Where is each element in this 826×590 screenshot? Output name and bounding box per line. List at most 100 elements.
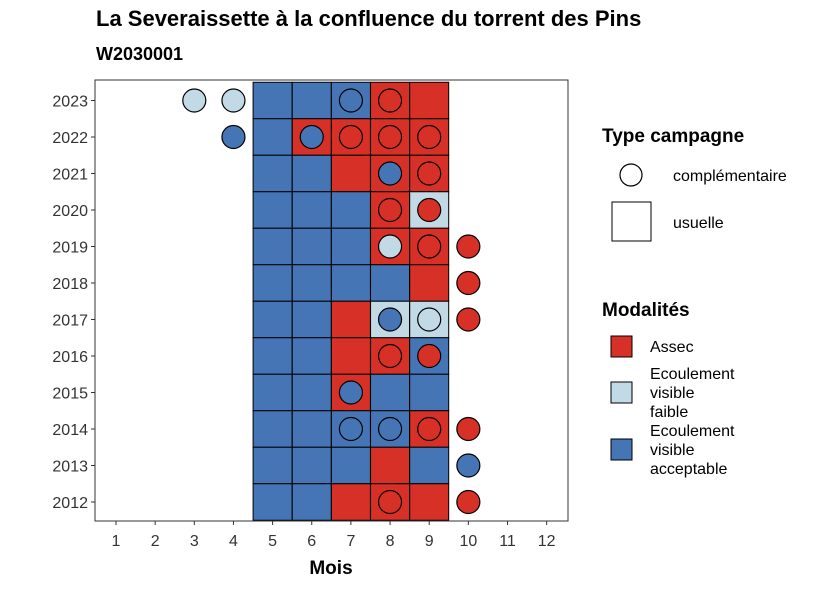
cell-2016-5 (252, 337, 293, 375)
point-2019-10 (456, 234, 481, 259)
point-2020-9 (417, 197, 442, 223)
point-2012-8 (377, 489, 403, 515)
cell-2013-5 (252, 446, 293, 485)
cell-2016-7 (330, 337, 371, 375)
point-2018-10 (456, 270, 481, 296)
cell-2012-5 (252, 483, 293, 521)
y-tick-label: 2021 (52, 167, 88, 184)
cell-2016-6 (291, 337, 332, 375)
point-2014-8 (377, 416, 403, 442)
cell-2020-5 (252, 191, 293, 229)
y-axis: 2023 2022 2021 2020 2019 2018 2017 2016 2015 2014… (52, 94, 95, 512)
point-2022-9 (417, 124, 442, 150)
x-tick-label: 4 (229, 533, 238, 550)
cell-2018-5 (252, 264, 293, 302)
x-tick-label: 8 (386, 533, 395, 550)
point-2023-3 (182, 88, 207, 113)
x-axis: 1 2 3 4 5 6 7 8 9 10 11 12 (112, 521, 556, 550)
cell-2013-6 (291, 446, 332, 485)
cell-2018-8 (370, 264, 411, 302)
cell-2014-5 (252, 410, 293, 448)
cell-2012-6 (291, 483, 332, 521)
point-2019-9 (417, 234, 442, 259)
x-tick-label: 5 (268, 533, 277, 550)
point-2016-9 (417, 343, 442, 369)
y-tick-label: 2014 (52, 422, 88, 439)
cell-2023-9 (409, 81, 450, 120)
y-tick-label: 2019 (52, 240, 88, 257)
point-2016-8 (377, 343, 403, 369)
cell-2019-5 (252, 227, 293, 266)
cell-2019-7 (330, 227, 371, 266)
x-axis-title: Mois (309, 558, 352, 579)
cell-2021-7 (330, 154, 371, 193)
point-2017-8 (377, 307, 403, 332)
cell-2022-5 (252, 118, 293, 156)
legend-label-usuelle: usuelle (673, 215, 724, 232)
x-tick-label: 2 (151, 533, 160, 550)
point-2014-7 (338, 416, 363, 442)
y-tick-label: 2018 (52, 276, 88, 293)
y-tick-label: 2017 (52, 313, 88, 330)
y-tick-label: 2013 (52, 459, 88, 476)
legend-label-complementaire: complémentaire (673, 168, 787, 185)
cell-2017-6 (291, 300, 332, 339)
point-2015-7 (338, 380, 363, 405)
point-2020-8 (377, 197, 403, 223)
cell-2012-7 (330, 483, 371, 521)
usuelle-cells (252, 81, 450, 521)
cell-2015-6 (291, 373, 332, 412)
x-tick-label: 6 (307, 533, 316, 550)
x-tick-label: 9 (425, 533, 434, 550)
point-2022-4 (221, 124, 246, 150)
legend-key-modalite (610, 381, 633, 404)
complementaire-points (182, 88, 481, 515)
legend-key-modalite (610, 438, 633, 461)
legend-label-modalite: visible (650, 385, 695, 402)
panel-border (94, 79, 569, 522)
cell-2013-9 (409, 446, 450, 485)
cell-2015-5 (252, 373, 293, 412)
legend-label-modalite: Assec (650, 339, 694, 356)
x-tick-label: 11 (499, 533, 516, 550)
legend-key-usuelle (611, 201, 652, 242)
chart-title: La Severaissette à la confluence du torr… (96, 6, 642, 31)
cell-2023-5 (252, 81, 293, 120)
x-tick-label: 10 (459, 533, 477, 550)
cell-2018-9 (409, 264, 450, 302)
point-2014-10 (456, 416, 481, 442)
cell-2023-6 (291, 81, 332, 120)
legend: Type campagne complémentaire usuelle Modali… (602, 126, 787, 478)
cell-2013-7 (330, 446, 371, 485)
cell-2017-7 (330, 300, 371, 339)
cell-2019-6 (291, 227, 332, 266)
x-tick-label: 7 (346, 533, 355, 550)
legend-title-campaign: Type campagne (602, 126, 744, 147)
cell-2021-8 (370, 154, 411, 193)
chart-subtitle: W2030001 (96, 44, 184, 64)
cell-2020-7 (330, 191, 371, 229)
point-2023-8 (377, 88, 403, 113)
cell-2013-8 (370, 446, 411, 485)
point-2012-10 (456, 489, 481, 515)
point-2022-6 (299, 124, 324, 150)
legend-label-modalite: faible (650, 404, 688, 421)
point-2021-9 (417, 161, 442, 186)
legend-key-modalite (610, 335, 633, 358)
cell-2020-6 (291, 191, 332, 229)
y-tick-label: 2012 (52, 495, 88, 512)
cell-2012-9 (409, 483, 450, 521)
legend-label-modalite: Ecoulement (650, 366, 735, 383)
point-2021-8 (377, 161, 403, 186)
legend-label-modalite: Ecoulement (650, 423, 735, 440)
legend-title-modalites: Modalités (602, 300, 690, 321)
cell-2014-6 (291, 410, 332, 448)
x-tick-label: 3 (190, 533, 199, 550)
y-tick-label: 2022 (52, 130, 88, 147)
cell-2018-6 (291, 264, 332, 302)
point-2017-10 (456, 307, 481, 332)
cell-2017-5 (252, 300, 293, 339)
point-2013-10 (456, 453, 481, 478)
cell-2015-9 (409, 373, 450, 412)
